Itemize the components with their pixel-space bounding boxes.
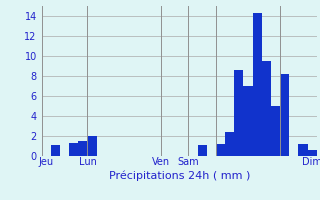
Bar [87, 136, 97, 156]
Bar [78, 141, 87, 156]
Bar [280, 74, 289, 156]
X-axis label: Précipitations 24h ( mm ): Précipitations 24h ( mm ) [108, 170, 250, 181]
Bar [69, 143, 78, 156]
Bar [271, 106, 280, 156]
Bar [308, 150, 317, 156]
Bar [216, 144, 225, 156]
Bar [244, 86, 252, 156]
Bar [299, 144, 308, 156]
Bar [225, 132, 234, 156]
Bar [197, 145, 207, 156]
Bar [51, 145, 60, 156]
Bar [262, 61, 271, 156]
Bar [234, 70, 244, 156]
Bar [252, 13, 262, 156]
